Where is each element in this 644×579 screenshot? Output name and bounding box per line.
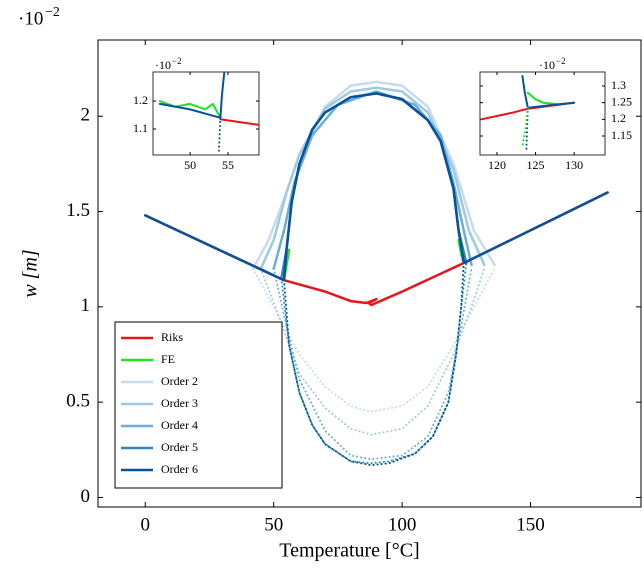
x-tick-label: 50 bbox=[184, 158, 196, 172]
chart: 05010015000.511.52·10−2Temperature [°C]w… bbox=[0, 0, 644, 579]
legend-label: Order 3 bbox=[161, 396, 198, 410]
x-tick-label: 0 bbox=[141, 514, 151, 535]
x-tick-label: 100 bbox=[388, 514, 417, 535]
y-exponent: −2 bbox=[172, 56, 182, 66]
x-tick-label: 50 bbox=[264, 514, 283, 535]
y-tick-label: 1.2 bbox=[133, 93, 148, 107]
y-tick-label: 1.2 bbox=[611, 111, 626, 125]
y-tick-label: 1.3 bbox=[611, 78, 626, 92]
y-tick-label: 1.25 bbox=[611, 94, 632, 108]
y-multiplier: ·10 bbox=[155, 58, 171, 72]
plot-frame bbox=[480, 72, 605, 155]
legend-label: Order 4 bbox=[161, 418, 198, 432]
y-multiplier: ·10 bbox=[539, 58, 555, 72]
y-tick-label: 0 bbox=[81, 486, 91, 507]
y-axis-label: w [m] bbox=[20, 249, 42, 297]
y-tick-label: 2 bbox=[81, 105, 91, 126]
y-tick-label: 1 bbox=[81, 295, 91, 316]
y-tick-label: 1.15 bbox=[611, 128, 632, 142]
y-tick-label: 1.5 bbox=[66, 200, 90, 221]
y-tick-label: 1.1 bbox=[133, 121, 148, 135]
y-tick-label: 0.5 bbox=[66, 391, 90, 412]
x-tick-label: 150 bbox=[516, 514, 545, 535]
legend-label: Order 2 bbox=[161, 374, 198, 388]
y-multiplier: ·10 bbox=[18, 8, 43, 29]
legend-label: Order 5 bbox=[161, 440, 198, 454]
x-tick-label: 55 bbox=[222, 158, 234, 172]
x-tick-label: 125 bbox=[527, 158, 545, 172]
legend-label: FE bbox=[161, 352, 175, 366]
legend-label: Order 6 bbox=[161, 462, 198, 476]
y-exponent: −2 bbox=[556, 56, 566, 66]
legend-label: Riks bbox=[161, 330, 183, 344]
y-exponent: −2 bbox=[45, 5, 60, 20]
x-tick-label: 130 bbox=[565, 158, 583, 172]
x-tick-label: 120 bbox=[488, 158, 506, 172]
x-axis-label: Temperature [°C] bbox=[279, 540, 419, 562]
